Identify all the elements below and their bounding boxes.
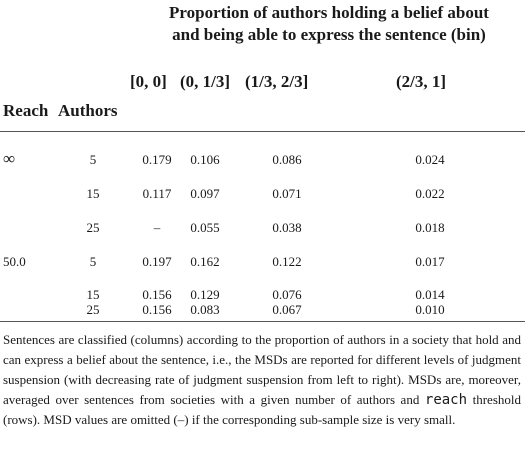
- authors-value: 5: [89, 152, 97, 167]
- table-cell: 0.022: [415, 186, 445, 201]
- table-cell: 0.129: [190, 287, 220, 302]
- table-cell: 0.024: [415, 152, 445, 167]
- table-bottom-rule: [0, 321, 525, 322]
- table-cell: 0.162: [190, 254, 220, 269]
- bin-header-1: (0, 1/3]: [180, 72, 231, 91]
- table-cell: 0.055: [190, 220, 220, 235]
- table-cell: 0.083: [190, 302, 220, 317]
- header-rule: [0, 131, 525, 132]
- table-cell: 0.197: [142, 254, 172, 269]
- authors-column-header: Authors: [58, 101, 118, 120]
- table-cell: 0.117: [142, 186, 172, 201]
- footnote-code-reach: reach: [424, 392, 468, 408]
- table-cell: 0.156: [142, 302, 172, 317]
- table-footnote: Sentences are classified (columns) accor…: [3, 330, 521, 430]
- authors-value: 15: [86, 186, 100, 201]
- table-cell: 0.014: [415, 287, 445, 302]
- authors-value: 5: [89, 254, 97, 269]
- authors-value: 25: [86, 220, 100, 235]
- reach-column-header: Reach: [3, 101, 49, 120]
- table-cell: 0.076: [272, 287, 302, 302]
- authors-value: 25: [86, 302, 100, 317]
- spanning-header-line2: and being able to express the sentence (…: [172, 25, 486, 44]
- table-cell: –: [153, 220, 161, 235]
- bin-header-0: [0, 0]: [130, 72, 167, 91]
- spanning-header-line1: Proportion of authors holding a belief a…: [169, 3, 489, 22]
- bin-header-3: (2/3, 1]: [396, 72, 447, 91]
- table-cell: 0.179: [142, 152, 172, 167]
- table-cell: 0.018: [415, 220, 445, 235]
- reach-value: ∞: [3, 149, 16, 168]
- bin-header-2: (1/3, 2/3]: [245, 72, 309, 91]
- authors-value: 15: [86, 287, 100, 302]
- table-cell: 0.156: [142, 287, 172, 302]
- reach-value: 50.0: [3, 254, 26, 269]
- table-cell: 0.038: [272, 220, 302, 235]
- table-cell: 0.067: [272, 302, 302, 317]
- table-cell: 0.106: [190, 152, 220, 167]
- table-cell: 0.071: [272, 186, 302, 201]
- footnote-text-2: threshold (rows). MSD values are omitted…: [3, 392, 521, 427]
- table-cell: 0.010: [415, 302, 445, 317]
- table-cell: 0.086: [272, 152, 302, 167]
- table-cell: 0.122: [272, 254, 302, 269]
- table-cell: 0.097: [190, 186, 220, 201]
- table-cell: 0.017: [415, 254, 445, 269]
- footnote-text-1: Sentences are classified (columns) accor…: [3, 332, 521, 407]
